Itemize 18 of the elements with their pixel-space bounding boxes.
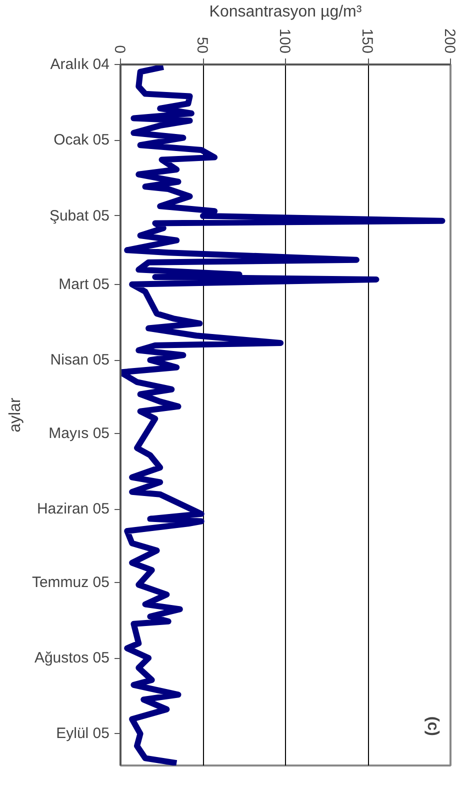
y-axis-title: aylar — [6, 396, 24, 432]
y-tick-label: Haziran 05 — [36, 500, 110, 518]
y-tick-label: Temmuz 05 — [32, 574, 110, 591]
x-tick-label: 100 — [276, 28, 293, 54]
y-tick-label: Aralık 04 — [50, 56, 110, 73]
y-tick-label: Şubat 05 — [49, 207, 110, 224]
y-tick-label: Ocak 05 — [54, 132, 110, 149]
y-tick-label: Mayıs 05 — [48, 424, 110, 442]
x-tick-label: 200 — [441, 28, 458, 54]
y-tick-label: Nisan 05 — [50, 352, 110, 369]
y-tick-label: Eylül 05 — [56, 725, 110, 742]
x-tick-label: 50 — [194, 36, 210, 54]
annotation: (c) — [424, 716, 442, 736]
y-tick-label: Mart 05 — [58, 276, 110, 293]
y-tick-label: Ağustos 05 — [34, 650, 110, 667]
x-tick-label: 150 — [358, 28, 376, 54]
x-axis-title: Konsantrasyon µg/m³ — [209, 3, 362, 20]
x-tick-label: 0 — [111, 45, 128, 54]
